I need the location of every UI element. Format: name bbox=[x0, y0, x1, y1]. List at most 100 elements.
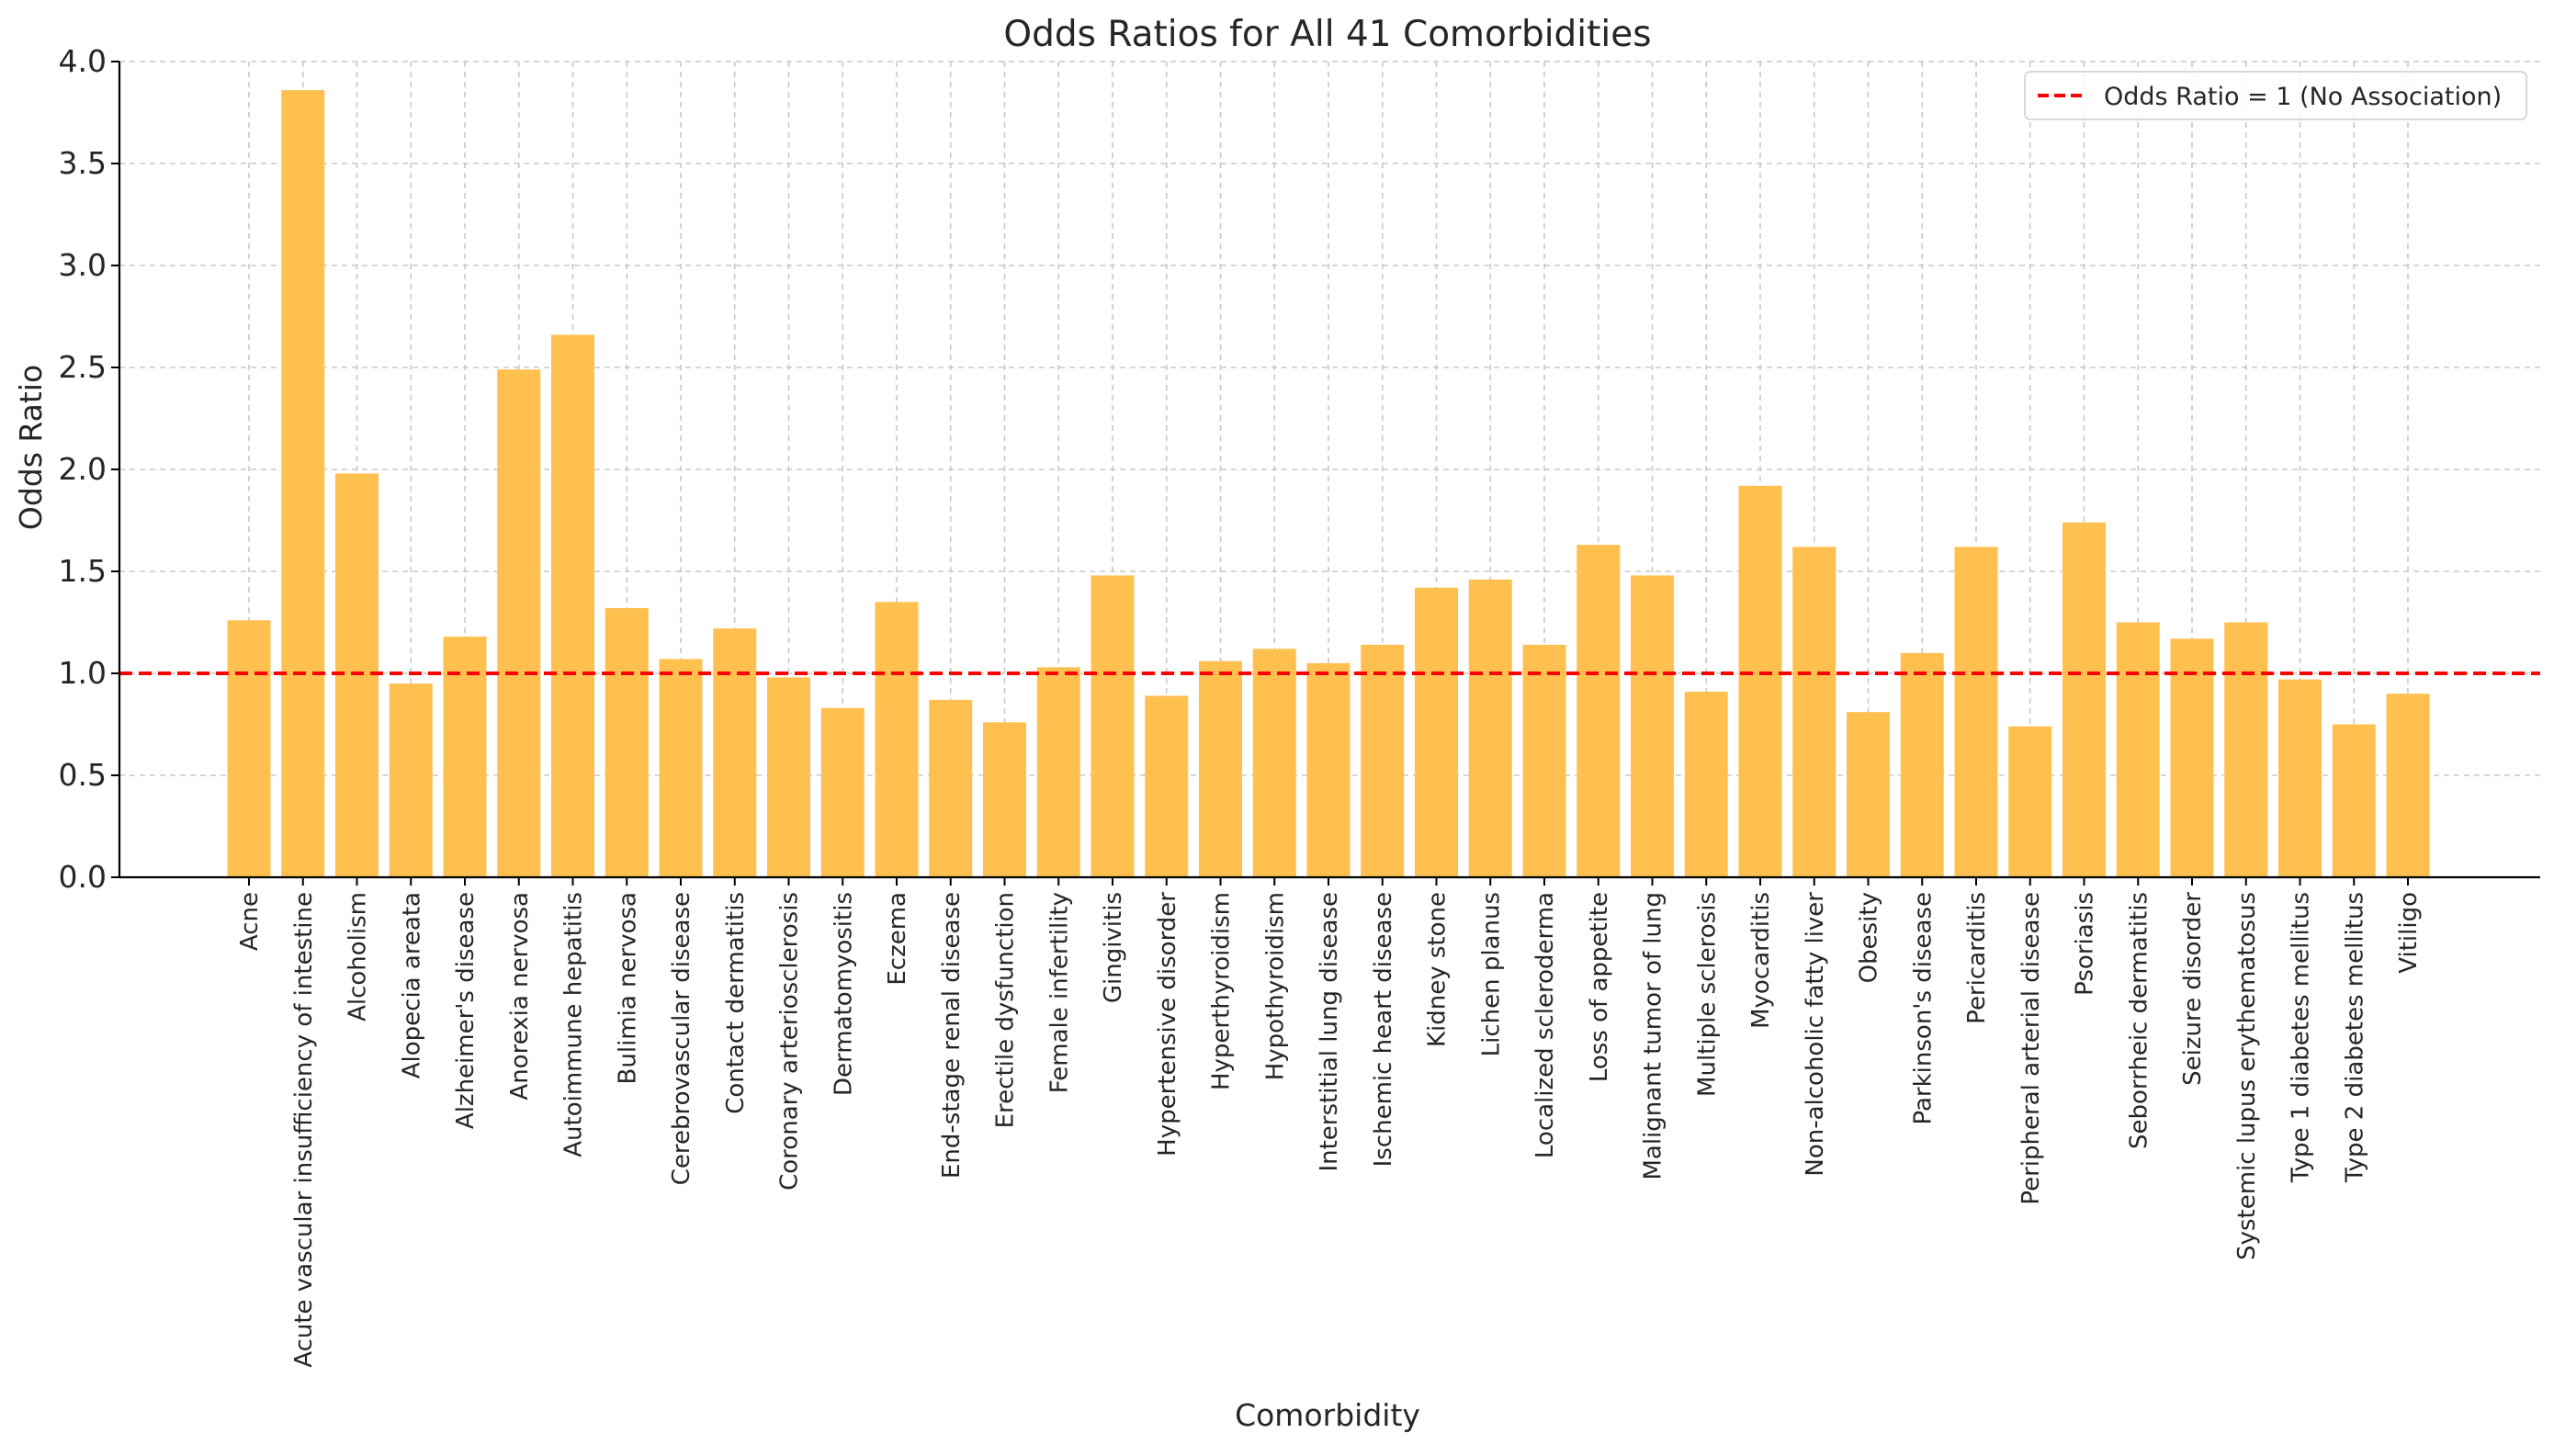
x-tick-label: Alzheimer's disease bbox=[452, 892, 480, 1129]
x-tick-label: Systemic lupus erythematosus bbox=[2233, 892, 2261, 1260]
bar-seizure-disorder bbox=[2170, 638, 2214, 877]
bar-non-alcoholic-fatty-liver bbox=[1792, 547, 1836, 877]
tick-labels: 0.0 0.5 1.0 1.5 2.0 2.5 3.0 3.5 4.0 Acne Acute vas… bbox=[59, 43, 2423, 1368]
x-tick-label: Localized scleroderma bbox=[1531, 892, 1559, 1158]
bar-ischemic-heart-disease bbox=[1361, 644, 1405, 877]
bar-malignant-tumor-of-lung bbox=[1631, 575, 1674, 877]
bar-female-infertility bbox=[1036, 667, 1080, 877]
x-tick-label: Ischemic heart disease bbox=[1370, 892, 1397, 1167]
bar-systemic-lupus-erythematosus bbox=[2224, 622, 2268, 877]
x-tick-label: Psoriasis bbox=[2072, 892, 2099, 996]
bar-erectile-dysfunction bbox=[983, 722, 1026, 877]
bar-type-1-diabetes-mellitus bbox=[2278, 679, 2322, 877]
bar-alopecia-areata bbox=[389, 683, 433, 877]
y-tick-label: 0.5 bbox=[59, 757, 107, 793]
x-tick-label: Kidney stone bbox=[1424, 892, 1452, 1047]
y-tick-label: 4.0 bbox=[59, 43, 107, 79]
x-tick-label: Loss of appetite bbox=[1586, 892, 1613, 1082]
bar-bulimia-nervosa bbox=[605, 607, 649, 877]
x-tick-label: Parkinson's disease bbox=[1909, 892, 1937, 1125]
x-tick-label: Type 2 diabetes mellitus bbox=[2341, 892, 2368, 1183]
bar-interstitial-lung-disease bbox=[1306, 662, 1350, 877]
bar-psoriasis bbox=[2062, 522, 2106, 877]
y-tick-label: 2.0 bbox=[59, 451, 107, 487]
x-tick-label: Vitiligo bbox=[2395, 892, 2423, 974]
bar-hypertensive-disorder bbox=[1145, 695, 1189, 877]
x-tick-label: Hyperthyroidism bbox=[1208, 892, 1236, 1090]
bar-lichen-planus bbox=[1468, 579, 1512, 877]
x-axis-title: Comorbidity bbox=[1235, 1397, 1420, 1433]
bar-parkinson-s-disease bbox=[1900, 652, 1944, 877]
x-tick-label: Non-alcoholic fatty liver bbox=[1802, 892, 1829, 1177]
bar-alzheimer-s-disease bbox=[443, 637, 487, 877]
x-tick-label: Female infertility bbox=[1045, 892, 1073, 1093]
y-tick-label: 0.0 bbox=[59, 859, 107, 895]
bar-multiple-sclerosis bbox=[1684, 691, 1728, 877]
x-tick-label: Contact dermatitis bbox=[722, 892, 750, 1114]
y-tick-label: 2.5 bbox=[59, 349, 107, 385]
y-axis-title: Odds Ratio bbox=[13, 365, 49, 530]
x-tick-label: Alopecia areata bbox=[398, 892, 425, 1078]
bar-localized-scleroderma bbox=[1522, 644, 1566, 877]
bar-seborrheic-dermatitis bbox=[2116, 622, 2160, 877]
y-tick-label: 3.0 bbox=[59, 247, 107, 283]
x-tick-label: Autoimmune hepatitis bbox=[560, 892, 588, 1157]
x-tick-label: Myocarditis bbox=[1747, 892, 1775, 1029]
x-tick-label: Seizure disorder bbox=[2179, 892, 2207, 1086]
bar-coronary-arteriosclerosis bbox=[767, 677, 810, 877]
bar-myocarditis bbox=[1738, 485, 1782, 877]
y-tick-label: 1.5 bbox=[59, 553, 107, 589]
bar-anorexia-nervosa bbox=[497, 369, 541, 878]
bar-eczema bbox=[875, 602, 919, 877]
x-tick-label: Dermatomyositis bbox=[830, 892, 857, 1096]
x-tick-label: Type 1 diabetes mellitus bbox=[2288, 892, 2315, 1183]
bar-alcoholism bbox=[335, 473, 379, 877]
bar-type-2-diabetes-mellitus bbox=[2332, 724, 2376, 877]
x-tick-label: Acute vascular insufficiency of intestin… bbox=[290, 892, 318, 1368]
x-tick-label: Hypothyroidism bbox=[1261, 892, 1289, 1080]
x-tick-label: End-stage renal disease bbox=[938, 892, 966, 1179]
bar-obesity bbox=[1847, 712, 1890, 877]
y-tick-label: 3.5 bbox=[59, 145, 107, 181]
bar-dermatomyositis bbox=[820, 707, 865, 877]
x-tick-label: Cerebrovascular disease bbox=[668, 892, 695, 1185]
x-tick-label: Seborrheic dermatitis bbox=[2125, 892, 2153, 1149]
bar-contact-dermatitis bbox=[713, 628, 757, 877]
bar-peripheral-arterial-disease bbox=[2008, 726, 2052, 877]
bar-acute-vascular-insufficiency-of-intestine bbox=[281, 90, 325, 877]
x-tick-label: Eczema bbox=[884, 892, 911, 986]
bar-kidney-stone bbox=[1415, 587, 1458, 877]
bars bbox=[227, 90, 2430, 878]
bar-loss-of-appetite bbox=[1576, 545, 1621, 877]
legend-label: Odds Ratio = 1 (No Association) bbox=[2104, 83, 2502, 111]
bar-pericarditis bbox=[1954, 547, 1998, 877]
x-tick-label: Anorexia nervosa bbox=[506, 892, 534, 1100]
bar-autoimmune-hepatitis bbox=[551, 334, 594, 878]
bar-vitiligo bbox=[2386, 694, 2430, 877]
x-tick-label: Gingivitis bbox=[1100, 892, 1127, 1003]
legend: Odds Ratio = 1 (No Association) bbox=[2024, 71, 2527, 120]
axes bbox=[111, 61, 2540, 886]
x-tick-label: Lichen planus bbox=[1477, 892, 1505, 1056]
x-tick-label: Multiple sclerosis bbox=[1693, 892, 1721, 1097]
x-tick-label: Peripheral arterial disease bbox=[2017, 892, 2045, 1205]
x-tick-label: Acne bbox=[236, 892, 264, 951]
x-tick-label: Bulimia nervosa bbox=[614, 892, 641, 1084]
bar-hypothyroidism bbox=[1252, 649, 1296, 877]
x-tick-label: Obesity bbox=[1856, 892, 1883, 983]
x-tick-label: Pericarditis bbox=[1963, 892, 1991, 1024]
bar-cerebrovascular-disease bbox=[659, 659, 703, 877]
x-tick-label: Malignant tumor of lung bbox=[1640, 892, 1667, 1180]
bar-end-stage-renal-disease bbox=[929, 699, 973, 877]
chart-title: Odds Ratios for All 41 Comorbidities bbox=[1003, 14, 1651, 55]
x-tick-label: Hypertensive disorder bbox=[1154, 892, 1181, 1157]
bar-gingivitis bbox=[1091, 575, 1135, 877]
x-tick-label: Erectile dysfunction bbox=[992, 892, 1020, 1128]
x-tick-label: Interstitial lung disease bbox=[1316, 892, 1343, 1172]
x-tick-label: Coronary arteriosclerosis bbox=[776, 892, 804, 1191]
bar-hyperthyroidism bbox=[1199, 660, 1242, 877]
legend-box bbox=[2024, 71, 2527, 120]
bar-acne bbox=[227, 620, 271, 877]
